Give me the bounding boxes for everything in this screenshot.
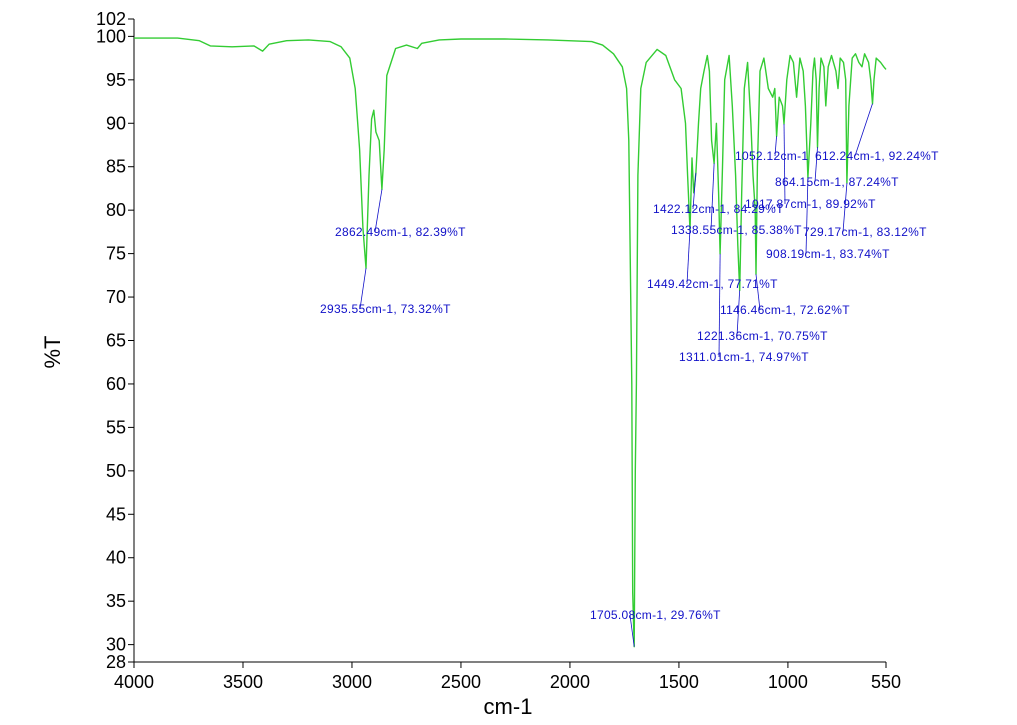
x-axis-title: cm-1 [484,694,533,719]
spectrum-line [134,37,887,648]
peak-annotation: 2935.55cm-1, 73.32%T [320,302,451,316]
peak-annotation: 729.17cm-1, 83.12%T [803,225,927,239]
y-tick-label: 75 [106,244,126,264]
annotation-leader [629,614,635,647]
x-tick-label: 2000 [550,672,590,692]
peak-annotation: 1449.42cm-1, 77.71%T [647,277,778,291]
x-tick-label: 3500 [223,672,263,692]
peak-annotation: 1338.55cm-1, 85.38%T [671,223,802,237]
y-tick-label: 80 [106,200,126,220]
annotation-leader [774,136,777,157]
annotations-group: 2862.49cm-1, 82.39%T 2935.55cm-1, 73.32%T… [320,103,939,647]
x-tick-label: 1000 [768,672,808,692]
x-tick-label: 1500 [659,672,699,692]
x-tick-label: 2500 [441,672,481,692]
peak-annotation: 864.15cm-1, 87.24%T [775,175,899,189]
y-tick-label: 35 [106,591,126,611]
peak-annotation: 1052.12cm-1 [735,149,808,163]
annotation-leader [854,103,873,157]
peak-annotation: 612.24cm-1, 92.24%T [815,149,939,163]
peak-annotation: 908.19cm-1, 83.74%T [766,247,890,261]
annotation-leader [805,177,809,255]
annotation-leader [783,123,786,205]
annotation-leader [374,189,383,233]
y-tick-label: 50 [106,461,126,481]
peak-annotation: 1705.08cm-1, 29.76%T [590,608,721,622]
annotation-leader [710,163,715,231]
peak-annotation: 1422.12cm-1, 84.29%T [653,202,784,216]
peak-annotation: 1221.36cm-1, 70.75%T [697,329,828,343]
annotation-leader [359,268,367,310]
x-tick-label: 3000 [332,672,372,692]
y-tick-label: 60 [106,374,126,394]
peak-annotation: 1146.46cm-1, 72.62%T [720,303,850,317]
x-tick-label: 550 [871,672,901,692]
y-tick-label: 55 [106,417,126,437]
y-tick-label: 30 [106,635,126,655]
annotation-leader [692,172,697,210]
annotation-leader [842,183,848,233]
y-tick-label: 90 [106,113,126,133]
y-tick-label: 85 [106,157,126,177]
y-tick-label: 28 [106,652,126,672]
x-tick-label: 4000 [114,672,154,692]
annotation-leader [686,230,691,285]
peak-annotation: 1017.87cm-1, 89.92%T [745,197,876,211]
peak-annotation: 2862.49cm-1, 82.39%T [335,225,466,239]
y-tick-label: 70 [106,287,126,307]
y-tick-label: 95 [106,70,126,90]
y-tick-label: 65 [106,331,126,351]
y-tick-label: 100 [96,26,126,46]
y-axis-title: %T [40,336,65,369]
annotation-leader [755,274,761,311]
annotation-leader [736,290,741,337]
annotation-leader [814,147,818,183]
annotation-leader [718,253,721,358]
y-tick-label: 40 [106,548,126,568]
y-tick-label: 45 [106,504,126,524]
y-tick-label: 102 [96,9,126,29]
peak-annotation: 1311.01cm-1, 74.97%T [679,350,809,364]
series-group [134,37,887,648]
